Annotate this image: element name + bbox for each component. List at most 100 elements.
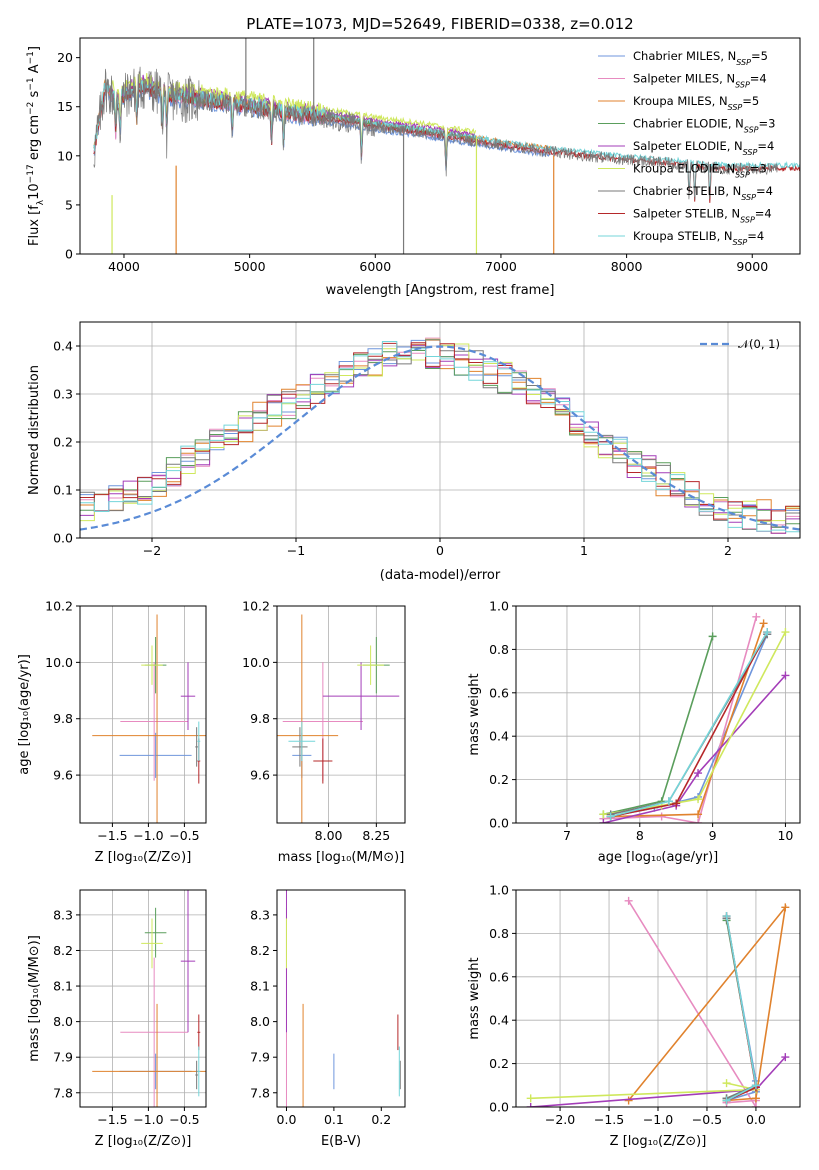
x-tick-label: 0.2 [371,1112,391,1127]
y-tick-label: 0.0 [489,1100,509,1115]
weight-marker [672,799,681,808]
x-tick-label: −2.0 [545,1112,575,1127]
y-tick-label: 10 [57,148,73,163]
plot-area-residuals [80,322,800,538]
weight-marker [664,797,673,806]
spectrum-xlabel: wavelength [Angstrom, rest frame] [326,283,555,298]
x-tick-label: −1.5 [594,1112,624,1127]
plot-area-age_vs_Z [80,606,206,823]
y-tick-label: 9.6 [53,768,73,783]
y-tick-label: 8.1 [53,979,73,994]
legend-label: Salpeter MILES, NSSP=4 [633,72,767,90]
x-tick-label: −0.5 [169,1112,199,1127]
weight-marker [722,1096,731,1105]
y-tick-label: 15 [57,99,73,114]
weight-marker [751,1081,760,1090]
legend-label: Salpeter STELIB, NSSP=4 [633,207,772,225]
x-tick-label: −1.0 [643,1112,673,1127]
xlabel-age_vs_mass: mass [log₁₀(M/M⊙)] [278,850,405,865]
x-tick-label: 8.25 [362,828,390,843]
legend-label: Kroupa STELIB, NSSP=4 [633,229,764,247]
x-tick-label: 6000 [359,259,391,274]
y-tick-label: 0.6 [489,685,509,700]
y-tick-label: 7.8 [53,1085,73,1100]
x-tick-label: 0.0 [277,1112,297,1127]
x-tick-label: 9000 [736,259,768,274]
weight-marker [599,810,608,819]
weight-marker [781,1053,790,1062]
x-tick-label: 2 [724,543,732,558]
x-tick-label: 8000 [611,259,643,274]
plot-layer: 4000 5000 6000 7000 8000 900005101520waveleng… [17,37,801,1149]
y-tick-label: 10.2 [242,599,270,614]
ylabel-mass_weight_vs_Z: mass weight [467,957,482,1039]
y-tick-label: 8.1 [250,979,270,994]
spectrum-ylabel: Flux [fλ10−17 erg cm−2 s−1 A−1] [26,46,46,246]
weight-marker [694,819,703,823]
weight-marker [781,903,790,912]
weight-line-kroupa-elodie [603,631,787,816]
legend-label: Chabrier ELODIE, NSSP=3 [633,117,775,135]
x-tick-label: −1.5 [97,828,127,843]
axes-age_vs_Z: −1.5 −1.0 −0.5 9.6 9.8 10.0 10.2 [45,599,207,843]
weight-marker [526,1103,535,1107]
y-tick-label: 7.9 [250,1050,270,1065]
x-tick-label: −1.0 [133,828,163,843]
weight-marker [751,1094,760,1103]
legend-label: Chabrier STELIB, NSSP=4 [633,184,773,202]
x-tick-label: −2 [143,543,161,558]
weight-marker [624,896,633,905]
axes-mass_weight_vs_age: 7 8 9 10 0.0 0.2 0.4 0.6 0.8 1.0 [489,599,801,843]
axes-frame [276,889,406,1108]
plot-area-mass_vs_Z [80,890,206,1107]
histogram-salpeter-stelib [80,342,800,521]
ylabel-mass_weight_vs_age: mass weight [467,673,482,755]
y-tick-label: 0.4 [489,1013,509,1028]
y-tick-label: 7.8 [250,1085,270,1100]
normal-curve [80,345,800,531]
x-tick-label: 8 [636,828,644,843]
axes-spectrum: 4000 5000 6000 7000 8000 9000 0 5 10 15 20 [57,37,801,274]
axes-mass_weight_vs_Z: −2.0 −1.5 −1.0 −0.5 0.0 0.0 0.2 0.4 0.6 0.8 1.0 [489,883,801,1127]
histogram-kroupa-stelib [80,341,800,533]
y-tick-label: 0.3 [53,387,73,402]
y-tick-label: 10.2 [45,599,73,614]
y-tick-label: 8.0 [250,1014,270,1029]
x-tick-label: 0 [436,543,444,558]
legend-label: Chabrier MILES, NSSP=5 [633,49,768,67]
y-tick-label: 0.2 [489,772,509,787]
y-tick-label: 8.3 [250,907,270,922]
y-tick-label: 0.4 [489,729,509,744]
figure-title: PLATE=1073, MJD=52649, FIBERID=0338, z=0… [246,15,633,33]
weight-marker [781,671,790,680]
xlabel-age_vs_Z: Z [log₁₀(Z/Z⊙)] [95,850,192,865]
xlabel-mass_vs_Z: Z [log₁₀(Z/Z⊙)] [95,1134,192,1149]
residual-xlabel: (data-model)/error [380,568,501,583]
weight-marker [751,1103,760,1107]
weight-marker [759,619,768,628]
y-tick-label: 0.6 [489,969,509,984]
x-tick-label: 0.0 [746,1112,766,1127]
weight-marker [763,628,772,637]
axes-frame [276,605,406,824]
x-tick-label: 5000 [234,259,266,274]
y-tick-label: 20 [57,50,73,65]
weight-marker [526,1094,535,1103]
x-tick-label: 8.00 [315,828,343,843]
y-tick-label: 9.8 [53,711,73,726]
x-tick-label: 1 [580,543,588,558]
x-tick-label: 9 [709,828,717,843]
plot-area-spectrum [93,38,800,254]
y-tick-label: 0.8 [489,642,509,657]
y-tick-label: 8.2 [250,943,270,958]
weight-line-kroupa-elodie [530,1082,757,1100]
weight-marker [694,795,703,804]
axes-mass_vs_Z: −1.5 −1.0 −0.5 7.8 7.9 8.0 8.1 8.2 8.3 [53,889,207,1127]
y-tick-label: 1.0 [489,883,509,898]
axes-age_vs_mass: 8.00 8.25 9.6 9.8 10.0 10.2 [242,599,406,843]
y-tick-label: 1.0 [489,599,509,614]
residual-ylabel: Normed distribution [27,365,42,495]
axes-residuals: −2 −1 0 1 2 0.0 0.1 0.2 0.3 0.4 [53,321,801,558]
weight-marker [606,812,615,821]
weight-marker [657,812,666,821]
